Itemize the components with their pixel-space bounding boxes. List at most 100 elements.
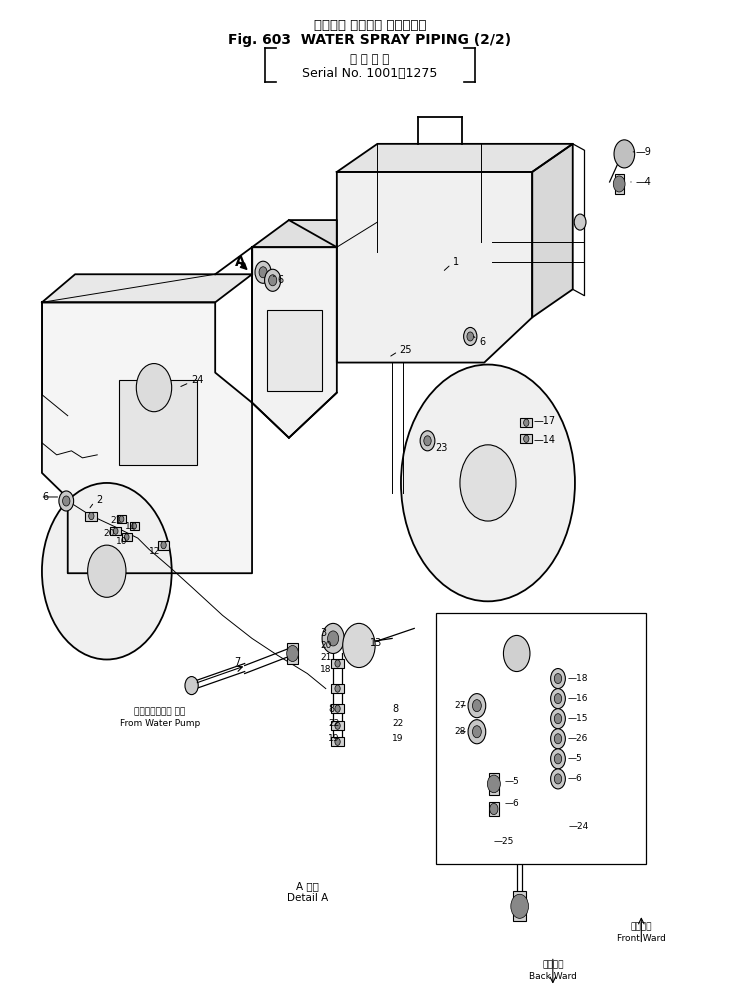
Text: Detail A: Detail A xyxy=(286,893,328,903)
Text: 適 用 号 機: 適 用 号 機 xyxy=(350,53,390,66)
Text: Front Ward: Front Ward xyxy=(617,934,666,943)
Circle shape xyxy=(335,705,340,712)
Bar xyxy=(122,533,132,541)
Text: —26: —26 xyxy=(568,734,588,743)
Circle shape xyxy=(59,491,74,511)
Circle shape xyxy=(87,545,126,598)
Circle shape xyxy=(136,363,172,411)
Circle shape xyxy=(185,677,198,694)
Circle shape xyxy=(468,693,485,717)
Text: —25: —25 xyxy=(494,837,514,846)
Text: —5: —5 xyxy=(505,778,519,787)
Text: —18: —18 xyxy=(568,674,588,683)
Text: 6: 6 xyxy=(42,492,48,502)
Polygon shape xyxy=(252,247,337,438)
Circle shape xyxy=(524,420,529,427)
Circle shape xyxy=(286,646,298,662)
Text: Serial No. 1001～1275: Serial No. 1001～1275 xyxy=(303,67,437,80)
Circle shape xyxy=(551,669,565,688)
Text: 8: 8 xyxy=(392,703,398,713)
Text: 12: 12 xyxy=(149,546,160,555)
Bar xyxy=(117,515,127,523)
Circle shape xyxy=(464,327,477,345)
Text: 6: 6 xyxy=(479,337,485,347)
Circle shape xyxy=(554,774,562,784)
Circle shape xyxy=(551,708,565,728)
Text: —6: —6 xyxy=(505,800,519,809)
Text: 28: 28 xyxy=(455,727,466,736)
Text: 1: 1 xyxy=(453,258,459,268)
Text: 18: 18 xyxy=(320,665,332,674)
Circle shape xyxy=(503,636,530,672)
Circle shape xyxy=(113,528,118,534)
Text: —5: —5 xyxy=(568,754,582,764)
Circle shape xyxy=(89,512,94,520)
Text: —17: —17 xyxy=(534,415,556,426)
Circle shape xyxy=(460,445,516,521)
Text: 23: 23 xyxy=(435,443,447,453)
Circle shape xyxy=(265,270,280,292)
Circle shape xyxy=(467,332,474,341)
Text: 20: 20 xyxy=(103,528,115,537)
Text: —9: —9 xyxy=(636,147,651,157)
Text: 3: 3 xyxy=(320,629,326,639)
Text: 20: 20 xyxy=(320,641,332,650)
Circle shape xyxy=(551,728,565,748)
Circle shape xyxy=(335,660,340,667)
Text: 21: 21 xyxy=(320,653,332,662)
Circle shape xyxy=(554,674,562,684)
Circle shape xyxy=(401,364,575,602)
Text: 前部側へ: 前部側へ xyxy=(630,921,652,931)
Text: 11: 11 xyxy=(125,521,137,530)
Bar xyxy=(130,522,138,530)
Text: 7: 7 xyxy=(235,657,241,667)
Polygon shape xyxy=(532,144,573,318)
Circle shape xyxy=(63,496,70,506)
Text: —4: —4 xyxy=(636,177,651,187)
Text: From Water Pump: From Water Pump xyxy=(120,719,200,728)
Circle shape xyxy=(554,713,562,723)
Text: —15: —15 xyxy=(568,714,588,723)
Polygon shape xyxy=(252,220,337,247)
Circle shape xyxy=(335,685,340,692)
Circle shape xyxy=(335,738,340,745)
Bar xyxy=(110,527,121,535)
Circle shape xyxy=(554,693,562,703)
Circle shape xyxy=(613,176,625,192)
Bar xyxy=(520,418,532,428)
Circle shape xyxy=(574,214,586,230)
Text: A 詳細: A 詳細 xyxy=(296,881,319,891)
Circle shape xyxy=(554,753,562,764)
Circle shape xyxy=(554,733,562,743)
Bar xyxy=(331,737,344,746)
Circle shape xyxy=(551,688,565,708)
Text: 25: 25 xyxy=(400,344,412,354)
Circle shape xyxy=(420,431,435,451)
Text: 24: 24 xyxy=(192,374,204,384)
Circle shape xyxy=(119,516,124,522)
Circle shape xyxy=(161,541,167,548)
Text: 27: 27 xyxy=(455,701,466,710)
Circle shape xyxy=(328,631,339,646)
Bar xyxy=(520,435,532,444)
Circle shape xyxy=(472,699,481,711)
Text: 22: 22 xyxy=(392,719,403,728)
Circle shape xyxy=(42,483,172,660)
Bar xyxy=(85,511,97,520)
Polygon shape xyxy=(42,275,252,303)
Text: 2: 2 xyxy=(95,495,102,505)
Circle shape xyxy=(424,436,431,446)
Circle shape xyxy=(343,624,375,668)
Bar xyxy=(119,379,197,465)
Text: —24: —24 xyxy=(569,822,589,831)
Bar xyxy=(331,704,344,713)
Circle shape xyxy=(468,719,485,743)
Text: 8: 8 xyxy=(328,703,334,713)
Bar xyxy=(331,684,344,693)
Circle shape xyxy=(511,894,528,918)
Circle shape xyxy=(472,725,481,737)
Bar xyxy=(267,311,322,390)
Text: Fig. 603  WATER SPRAY PIPING (2/2): Fig. 603 WATER SPRAY PIPING (2/2) xyxy=(229,32,511,46)
Circle shape xyxy=(322,624,344,654)
Text: 6: 6 xyxy=(278,276,284,286)
